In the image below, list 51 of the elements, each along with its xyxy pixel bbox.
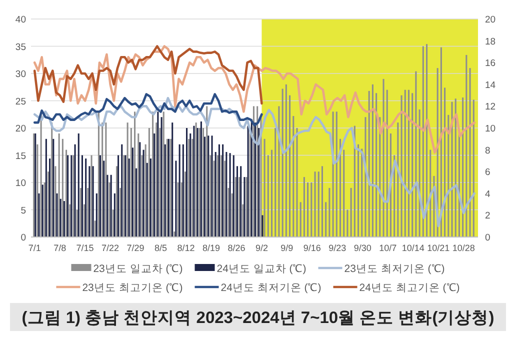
xtick: 8/26 [228,243,246,253]
xtick: 8/12 [177,243,195,253]
tick: 8 [485,145,490,156]
legend-label: 23년도 일교차 (℃) [93,263,183,275]
legend-item: 24년도 최저기온 (℃) [194,282,322,294]
xtick: 9/2 [255,243,268,253]
tick: 5 [20,205,26,216]
xtick: 10/14 [402,243,424,253]
legend-label: 23년도 최저기온 (℃) [344,263,445,275]
title: (그림 1) 충남 천안지역 2023~2024년 7~10월 온도 변화(기상청) [22,309,494,327]
tick: 20 [485,14,496,26]
xtick: 7/22 [102,243,120,253]
tick: 15 [15,150,26,162]
legend-label: 24년도 최저기온 (℃) [220,282,322,294]
xtick: 10/21 [427,243,450,253]
xtick: 9/16 [303,243,321,253]
tick: 35 [15,42,26,53]
legend-label: 23년도 최고기온 (℃) [82,282,183,294]
tick: 25 [15,96,26,108]
xtick: 8/5 [154,243,168,253]
xtick: 10/28 [452,243,475,253]
legend-label: 24년도 일교차 (℃) [216,263,306,275]
tick: 0 [20,232,26,244]
legend-item: 23년도 일교차 (℃) [71,263,183,275]
xtick: 9/9 [280,243,294,253]
tick: 40 [15,14,26,26]
tick: 0 [485,232,490,244]
xtick: 9/30 [354,243,372,253]
tick: 12 [485,102,496,113]
legend-item: 23년도 최고기온 (℃) [56,282,183,294]
legend-item: 24년도 최고기온 (℃) [333,282,460,294]
xtick: 7/8 [54,243,66,253]
tick: 30 [15,69,26,80]
tick: 14 [485,80,496,91]
xtick: 7/15 [76,243,94,253]
tick: 10 [485,124,496,134]
legend-item: 24년도 일교차 (℃) [194,263,306,275]
tick: 20 [15,124,26,134]
xtick: 7/1 [28,243,41,253]
xtick: 9/23 [328,243,346,253]
tick: 18 [485,36,496,48]
tick: 2 [485,210,490,222]
tick: 4 [485,188,490,200]
xtick: 10/7 [379,243,397,253]
tick: 16 [485,58,496,70]
legend-item: 23년도 최저기온 (℃) [318,263,445,275]
xtick: 8/19 [202,243,220,253]
legend-label: 24년도 최고기온 (℃) [359,282,460,294]
tick: 6 [485,167,490,178]
xtick: 7/29 [126,243,144,253]
tick: 10 [15,178,26,189]
